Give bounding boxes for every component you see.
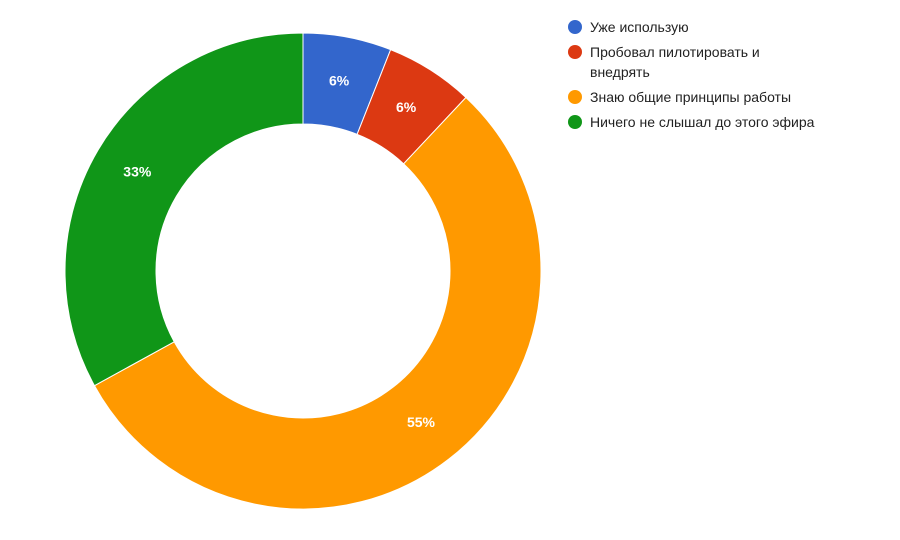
legend-label: Пробовал пилотировать и внедрять (590, 44, 760, 80)
legend-swatch (568, 20, 582, 34)
donut-slice (64, 32, 304, 387)
value-label: 6% (396, 99, 417, 115)
legend-swatch (568, 45, 582, 59)
legend-label: Знаю общие принципы работы (590, 89, 792, 105)
legend-swatch (568, 115, 582, 129)
value-label: 55% (407, 414, 436, 430)
legend-label: Ничего не слышал до этого эфира (590, 114, 815, 130)
legend-item: Уже использую (568, 17, 818, 37)
legend-label: Уже использую (590, 19, 689, 35)
legend-item: Пробовал пилотировать и внедрять (568, 42, 818, 82)
value-label: 33% (123, 164, 152, 180)
legend-swatch (568, 90, 582, 104)
value-label: 6% (329, 73, 350, 89)
legend-item: Ничего не слышал до этого эфира (568, 112, 818, 132)
donut-slice (93, 96, 542, 510)
legend: Уже использую Пробовал пилотировать и вне… (568, 17, 818, 137)
legend-item: Знаю общие принципы работы (568, 87, 818, 107)
